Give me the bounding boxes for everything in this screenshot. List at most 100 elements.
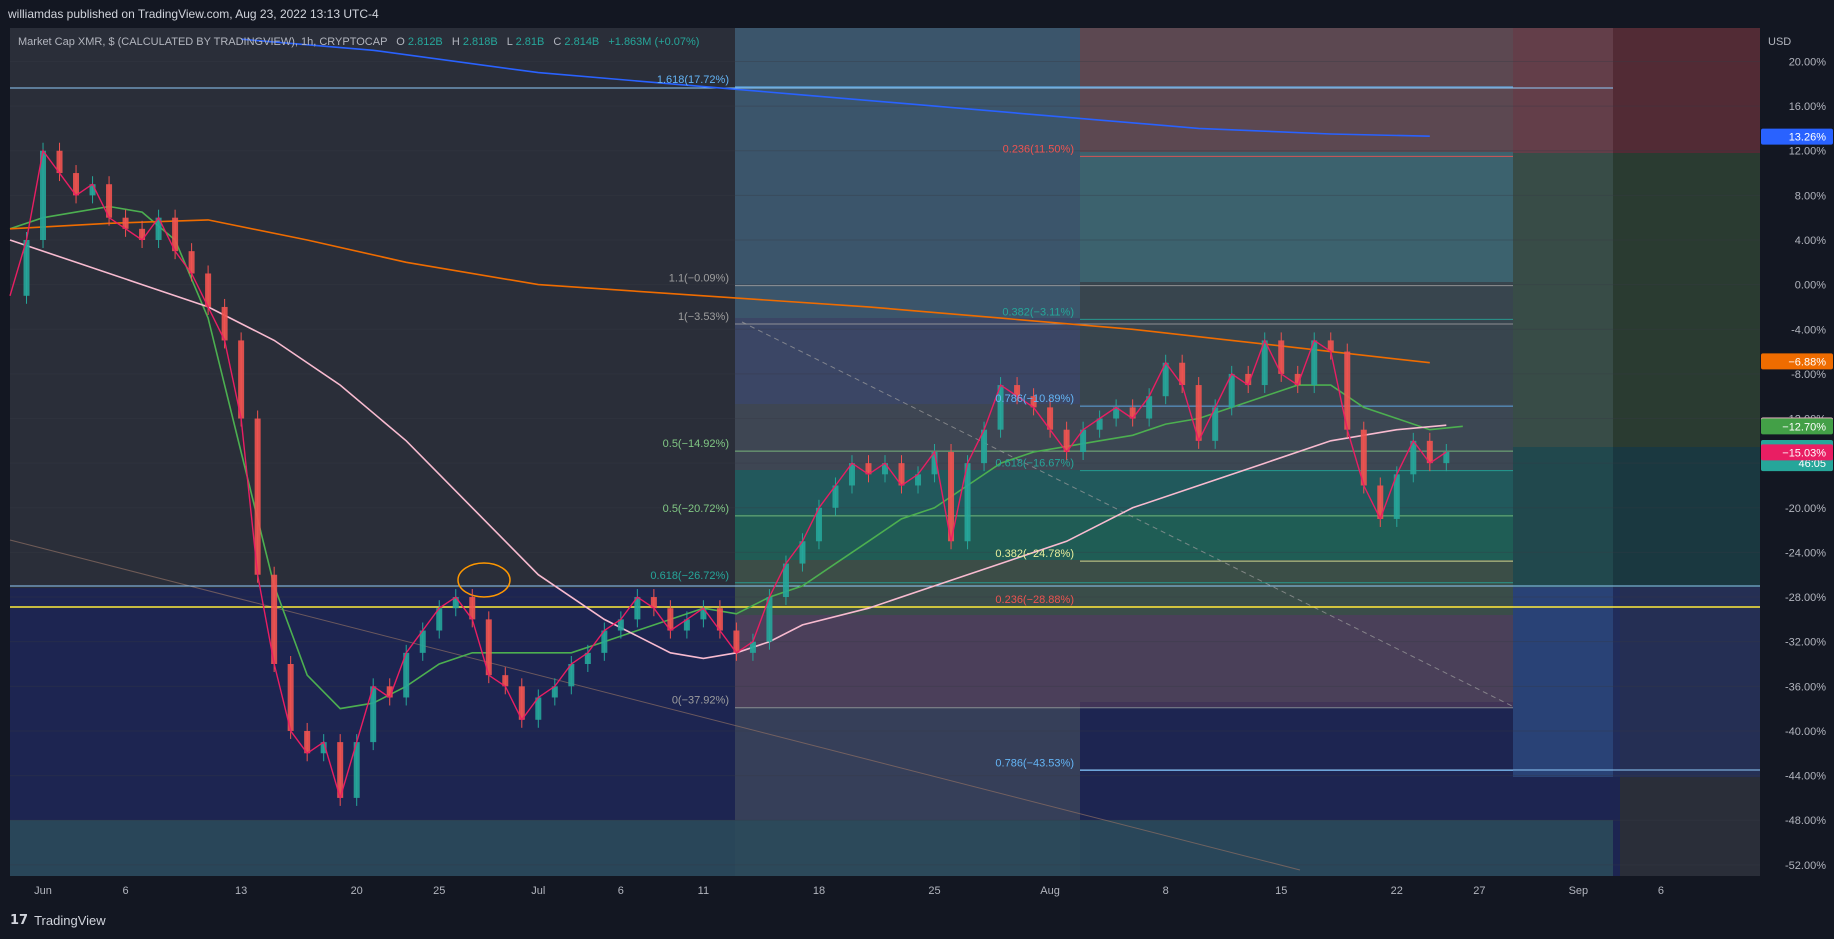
fib-level-label: 0.382(−3.11%) xyxy=(1002,306,1074,318)
candle-body xyxy=(436,608,443,631)
candle-body xyxy=(353,742,360,798)
legend-o-value: 2.812B xyxy=(408,36,443,48)
price-line xyxy=(9,148,1447,801)
price-label-text: 46:05 xyxy=(1798,458,1826,470)
price-tick-label: 12.00% xyxy=(1789,146,1827,158)
symbol-legend: Market Cap XMR, $ (CALCULATED BY TRADING… xyxy=(18,36,699,48)
time-tick-label: 18 xyxy=(813,885,825,897)
candle-body xyxy=(139,228,146,240)
candle-body xyxy=(320,742,327,754)
candle-body xyxy=(370,686,377,743)
legend-symbol: Market Cap XMR, $ (CALCULATED BY TRADING… xyxy=(18,36,387,48)
fib-level-label: 0.236(−28.88%) xyxy=(995,594,1074,606)
candle-body xyxy=(1245,373,1252,386)
price-tick-label: -36.00% xyxy=(1785,681,1826,693)
time-tick-label: 20 xyxy=(351,885,363,897)
candle-body xyxy=(1327,340,1334,352)
candle-body xyxy=(1443,452,1450,464)
price-tick-label: 4.00% xyxy=(1795,235,1826,247)
fib-level-label: 0.618(−16.67%) xyxy=(995,458,1074,470)
price-tick-label: 0.00% xyxy=(1795,280,1826,292)
candle-body xyxy=(469,597,476,620)
price-tick-label: -4.00% xyxy=(1791,324,1826,336)
time-tick-label: Aug xyxy=(1040,885,1060,897)
candle-body xyxy=(122,217,129,229)
candle-body xyxy=(1047,407,1054,430)
price-tick-label: -48.00% xyxy=(1785,815,1826,827)
candle-body xyxy=(403,652,410,698)
candle-body xyxy=(782,563,789,598)
price-label-text: −15.03% xyxy=(1782,447,1826,459)
candle-body xyxy=(23,240,30,296)
price-tick-label: 20.00% xyxy=(1789,56,1827,68)
candle-body xyxy=(568,664,575,687)
candle-body xyxy=(700,608,707,620)
candle-body xyxy=(964,463,971,542)
price-label-box xyxy=(1761,128,1833,145)
price-tick-label: -40.00% xyxy=(1785,726,1826,738)
candle-body xyxy=(205,273,212,307)
candle-body xyxy=(1294,373,1301,386)
candle-body xyxy=(254,418,261,575)
candle-body xyxy=(667,608,674,631)
fib-level-label: 0.382(−24.78%) xyxy=(995,548,1074,560)
candle-body xyxy=(1096,418,1103,430)
price-axis[interactable]: 20.00% 16.00% 12.00% 8.00% 4.00% 0.00% -4.00% -… xyxy=(1785,56,1826,871)
price-tick-label: 8.00% xyxy=(1795,190,1826,202)
fib-level-label: 0.236(11.50%) xyxy=(1003,143,1074,155)
price-tick-label: -8.00% xyxy=(1791,369,1826,381)
candle-body xyxy=(733,630,740,653)
fib-level-label: 1(−3.53%) xyxy=(678,311,729,323)
moving-average-line xyxy=(241,38,1430,137)
candle-body xyxy=(1195,385,1202,441)
candle-body xyxy=(304,730,311,754)
candle-body xyxy=(502,675,509,687)
fib-level-label: 0.618(−26.72%) xyxy=(650,570,729,582)
legend-c-label: C xyxy=(553,36,561,48)
legend-c-value: 2.814B xyxy=(564,36,599,48)
moving-averages xyxy=(9,38,1463,710)
candle-body xyxy=(452,597,459,609)
price-series xyxy=(9,142,1450,806)
legend-l-value: 2.81B xyxy=(516,36,545,48)
time-tick-label: Jul xyxy=(531,885,545,897)
time-tick-label: 25 xyxy=(433,885,445,897)
fib-level-label: 0.786(−43.53%) xyxy=(995,757,1074,769)
candle-body xyxy=(337,742,344,798)
chart-area[interactable]: 1.618(17.72%) 0.236(11.50%) 1.1(−0.09%) 0.3… xyxy=(0,0,1834,904)
candle-body xyxy=(172,217,179,252)
candle-body xyxy=(1162,362,1169,397)
candle-body xyxy=(915,474,922,486)
grid-lines xyxy=(10,60,1760,866)
fib-level-label: 1.618(17.72%) xyxy=(657,74,729,86)
candle-body xyxy=(865,463,872,475)
time-axis[interactable]: Jun 6 13 20 25 Jul 6 11 18 25 Aug 8 15 22 27 Sep 6 xyxy=(34,885,1664,897)
time-tick-label: 6 xyxy=(1658,885,1664,897)
moving-average-line xyxy=(9,205,1463,710)
tradingview-logo[interactable]: 𝟭𝟳 TradingView xyxy=(10,912,106,928)
candle-body xyxy=(1146,396,1153,419)
candle-body xyxy=(683,619,690,631)
price-axis-unit: USD xyxy=(1768,36,1791,48)
price-label-text: 13.26% xyxy=(1789,132,1827,144)
candle-body xyxy=(1014,385,1021,397)
candle-body xyxy=(898,463,905,486)
candle-body xyxy=(650,597,657,609)
candle-body xyxy=(1179,362,1186,386)
candle-body xyxy=(419,630,426,653)
footer: 𝟭𝟳 TradingView xyxy=(0,904,1834,939)
time-tick-label: 8 xyxy=(1163,885,1169,897)
candle-body xyxy=(1377,485,1384,519)
candle-body xyxy=(799,541,806,564)
candle-body xyxy=(40,150,47,240)
price-tick-label: -24.00% xyxy=(1785,547,1826,559)
fib-level-label: 1.1(−0.09%) xyxy=(669,273,729,285)
candle-body xyxy=(882,463,888,475)
price-label-box xyxy=(1761,353,1833,370)
candle-body xyxy=(155,217,162,240)
fibonacci-labels: 1.618(17.72%) 0.236(11.50%) 1.1(−0.09%) 0.3… xyxy=(650,74,1074,769)
candle-body xyxy=(287,664,294,731)
candle-body xyxy=(73,173,80,196)
time-axis-bg xyxy=(0,876,1834,904)
candle-body xyxy=(1261,340,1268,386)
